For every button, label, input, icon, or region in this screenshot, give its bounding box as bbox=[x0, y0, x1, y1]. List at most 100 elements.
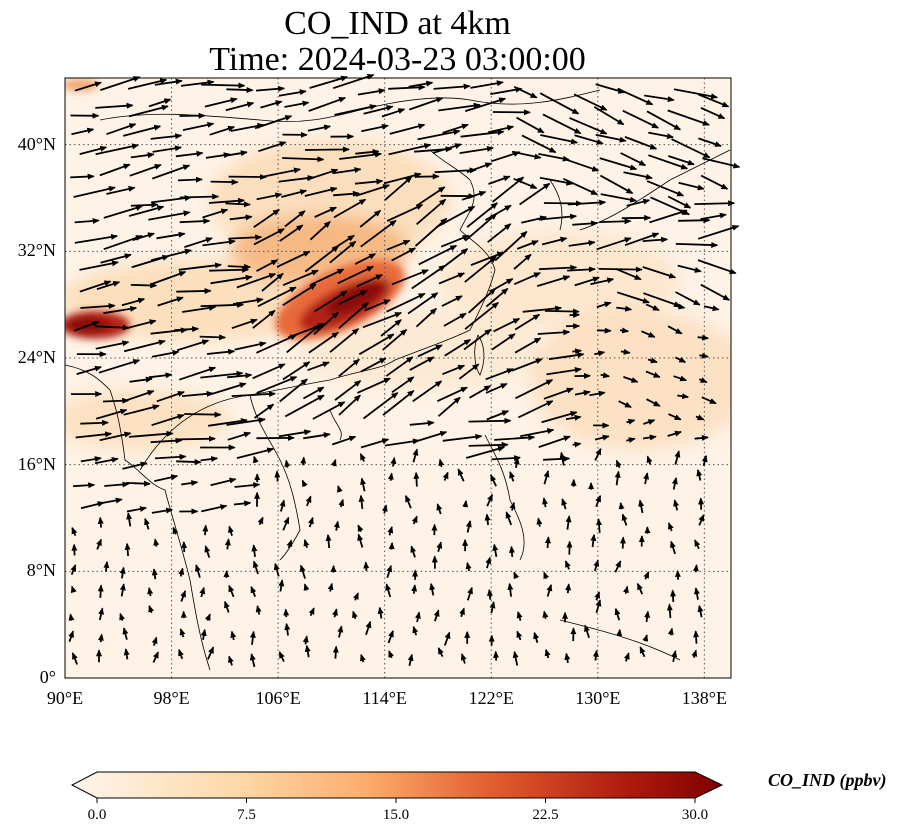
wind-arrow bbox=[415, 307, 438, 328]
wind-arrow bbox=[360, 219, 397, 248]
wind-arrow bbox=[491, 333, 516, 351]
wind-arrow bbox=[202, 238, 236, 247]
wind-arrow bbox=[616, 305, 633, 312]
wind-arrow bbox=[208, 197, 245, 204]
wind-arrow bbox=[668, 413, 682, 421]
wind-arrow bbox=[130, 282, 158, 289]
wind-arrow bbox=[642, 634, 649, 642]
wind-arrow bbox=[176, 339, 210, 352]
wind-arrow bbox=[199, 334, 227, 341]
wind-arrow bbox=[434, 167, 477, 174]
wind-arrow bbox=[153, 538, 160, 547]
wind-arrow bbox=[391, 376, 415, 394]
wind-arrow bbox=[414, 217, 448, 247]
wind-arrow bbox=[514, 337, 542, 354]
wind-arrow bbox=[274, 470, 281, 482]
wind-arrow bbox=[511, 358, 543, 372]
wind-arrow bbox=[195, 564, 201, 578]
wind-arrow bbox=[252, 309, 276, 329]
wind-arrow bbox=[184, 237, 213, 248]
wind-arrow bbox=[487, 223, 512, 243]
wind-arrow bbox=[412, 380, 443, 403]
wind-arrow bbox=[70, 585, 77, 594]
wind-arrow bbox=[258, 141, 287, 153]
wind-arrow bbox=[71, 127, 95, 136]
wind-arrow bbox=[537, 329, 571, 336]
wind-arrow bbox=[300, 456, 307, 466]
wind-arrow bbox=[595, 494, 602, 508]
wind-arrow bbox=[390, 456, 397, 467]
wind-arrow bbox=[127, 78, 168, 90]
wind-arrow bbox=[594, 591, 601, 601]
wind-arrow bbox=[494, 434, 536, 441]
wind-arrow bbox=[304, 186, 338, 197]
wind-arrow bbox=[79, 145, 108, 155]
wind-arrow bbox=[255, 605, 262, 615]
wind-arrow bbox=[301, 479, 308, 488]
wind-arrow bbox=[418, 244, 458, 266]
wind-arrow bbox=[121, 297, 146, 307]
wind-arrow bbox=[600, 193, 638, 203]
wind-arrow bbox=[337, 485, 343, 493]
wind-arrow bbox=[626, 437, 636, 444]
wind-arrow bbox=[623, 171, 653, 180]
wind-arrow bbox=[489, 474, 497, 487]
wind-arrow bbox=[388, 84, 426, 91]
wind-arrow bbox=[206, 348, 236, 355]
wind-arrow bbox=[182, 121, 215, 131]
wind-arrow bbox=[329, 328, 360, 353]
wind-arrow bbox=[97, 633, 104, 643]
wind-arrow bbox=[465, 445, 506, 459]
wind-arrow bbox=[623, 376, 639, 383]
wind-arrow bbox=[260, 100, 283, 109]
wind-arrow bbox=[255, 85, 286, 92]
wind-arrow bbox=[305, 495, 312, 507]
wind-arrow bbox=[618, 400, 632, 409]
wind-arrow bbox=[485, 287, 509, 308]
wind-arrow bbox=[671, 477, 678, 490]
wind-arrow bbox=[626, 198, 651, 207]
wind-arrow bbox=[646, 110, 682, 131]
wind-arrow bbox=[74, 234, 119, 244]
wind-arrow bbox=[470, 251, 505, 266]
wind-arrow bbox=[388, 650, 395, 659]
wind-arrow bbox=[596, 518, 603, 533]
wind-arrow bbox=[584, 624, 590, 639]
wind-arrow bbox=[123, 339, 166, 353]
wind-arrow bbox=[302, 635, 309, 645]
wind-arrow bbox=[429, 582, 436, 596]
wind-arrow bbox=[700, 106, 726, 120]
wind-arrow bbox=[256, 376, 298, 394]
wind-arrow bbox=[254, 115, 293, 130]
wind-arrow bbox=[614, 607, 621, 621]
wind-arrow bbox=[256, 334, 298, 354]
lon-tick-label: 90°E bbox=[46, 688, 84, 708]
wind-arrow bbox=[694, 539, 701, 550]
wind-arrow bbox=[125, 480, 151, 487]
wind-arrow bbox=[303, 583, 310, 591]
wind-arrow bbox=[698, 93, 730, 108]
wind-arrow bbox=[387, 472, 394, 481]
lat-tick-label: 40°N bbox=[17, 133, 56, 154]
wind-arrow bbox=[224, 150, 248, 157]
wind-arrow bbox=[412, 625, 419, 636]
wind-arrow bbox=[673, 375, 688, 382]
wind-arrow bbox=[181, 541, 188, 553]
wind-arrow bbox=[540, 134, 579, 145]
wind-arrow bbox=[358, 494, 365, 510]
wind-arrow bbox=[99, 431, 132, 442]
wind-arrow bbox=[593, 559, 600, 572]
wind-arrow bbox=[443, 312, 467, 327]
wind-arrow bbox=[572, 220, 599, 227]
wind-arrow bbox=[148, 604, 155, 614]
wind-arrow bbox=[544, 536, 551, 549]
wind-arrow bbox=[617, 87, 654, 106]
wind-arrow bbox=[76, 365, 102, 375]
wind-arrow bbox=[333, 167, 362, 174]
wind-arrow bbox=[182, 390, 214, 397]
wind-arrow bbox=[252, 560, 259, 575]
wind-arrow bbox=[103, 561, 110, 572]
wind-arrow bbox=[614, 470, 621, 486]
wind-arrow bbox=[252, 363, 286, 380]
wind-arrow bbox=[566, 158, 600, 172]
